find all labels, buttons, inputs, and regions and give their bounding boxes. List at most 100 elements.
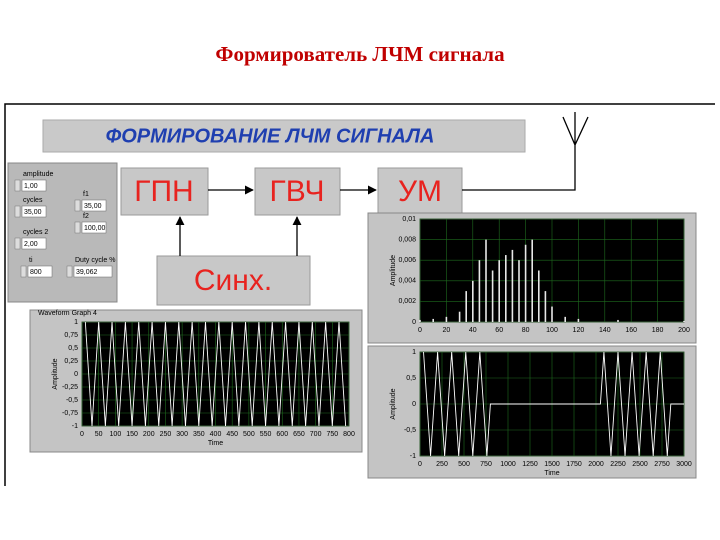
x-tick-label: 0 (418, 327, 422, 334)
control-label: f2 (83, 213, 89, 220)
x-tick-label: 2250 (610, 461, 626, 468)
x-tick-label: 250 (436, 461, 448, 468)
x-tick-label: 160 (625, 327, 637, 334)
spin-button[interactable] (14, 205, 21, 218)
block-label: Синх. (194, 264, 272, 297)
x-tick-label: 450 (226, 431, 238, 438)
x-tick-label: 200 (678, 327, 690, 334)
x-tick-label: 1750 (566, 461, 582, 468)
x-tick-label: 40 (469, 327, 477, 334)
control-label: f1 (83, 191, 89, 198)
x-axis-label: Time (544, 470, 559, 477)
numeric-value: 35,00 (24, 209, 42, 216)
slide-title: Формирователь ЛЧМ сигнала (215, 42, 505, 66)
y-tick-label: 0,01 (402, 216, 416, 223)
control-label: ti (29, 257, 33, 264)
spin-button[interactable] (14, 237, 21, 250)
numeric-box[interactable] (21, 179, 47, 192)
control-label: Duty cycle % (75, 257, 115, 264)
numeric-box[interactable] (21, 205, 47, 218)
banner: ФОРМИРОВАНИЕ ЛЧМ СИГНАЛА (106, 125, 435, 147)
y-tick-label: 0,002 (398, 298, 416, 305)
numeric-box[interactable] (81, 199, 107, 212)
block-box (156, 255, 311, 306)
x-tick-label: 750 (480, 461, 492, 468)
y-tick-label: -0,25 (62, 384, 78, 391)
numeric-box[interactable] (73, 265, 113, 278)
x-tick-label: 140 (599, 327, 611, 334)
x-tick-label: 2500 (632, 461, 648, 468)
control-label: cycles (23, 197, 43, 204)
x-tick-label: 350 (193, 431, 205, 438)
y-axis-label: Amplitude (390, 255, 397, 286)
block-label: ГВЧ (270, 175, 325, 208)
control-label: amplitude (23, 171, 53, 178)
y-tick-label: 0,5 (406, 375, 416, 382)
block-box (254, 167, 341, 216)
x-tick-label: 1000 (500, 461, 516, 468)
y-tick-label: -0,5 (66, 397, 78, 404)
numeric-value: 800 (30, 269, 42, 276)
x-tick-label: 80 (522, 327, 530, 334)
block-label: УМ (398, 175, 442, 208)
x-tick-label: 120 (573, 327, 585, 334)
spin-button[interactable] (20, 265, 27, 278)
x-tick-label: 0 (80, 431, 84, 438)
x-tick-label: 600 (276, 431, 288, 438)
y-tick-label: 1 (74, 319, 78, 326)
block-label: ГПН (134, 175, 193, 208)
y-tick-label: 0,5 (68, 345, 78, 352)
numeric-value: 35,00 (84, 203, 102, 210)
x-tick-label: 100 (546, 327, 558, 334)
controls: amplitude 1,00 cycles 35,00 cycles 2 2,00 ti 80… (14, 171, 115, 278)
y-tick-label: 0,008 (398, 236, 416, 243)
x-tick-label: 1500 (544, 461, 560, 468)
x-tick-label: 100 (110, 431, 122, 438)
spin-button[interactable] (14, 179, 21, 192)
spin-button[interactable] (74, 199, 81, 212)
x-tick-label: 250 (160, 431, 172, 438)
y-tick-label: 0 (74, 371, 78, 378)
numeric-value: 100,00 (84, 225, 106, 232)
x-tick-label: 550 (260, 431, 272, 438)
y-tick-label: -0,75 (62, 410, 78, 417)
y-tick-label: 0,004 (398, 278, 416, 285)
numeric-box[interactable] (21, 237, 47, 250)
x-tick-label: 60 (495, 327, 503, 334)
x-tick-label: 20 (443, 327, 451, 334)
x-tick-label: 400 (210, 431, 222, 438)
y-tick-label: 0 (412, 319, 416, 326)
waveform (423, 351, 684, 457)
block-box (120, 167, 209, 216)
x-tick-label: 800 (343, 431, 355, 438)
x-tick-label: 500 (458, 461, 470, 468)
y-tick-label: 0,006 (398, 257, 416, 264)
frame (4, 103, 715, 486)
y-axis-label: Amplitude (390, 388, 397, 419)
graph-title: Waveform Graph 4 (38, 310, 97, 317)
x-tick-label: 2000 (588, 461, 604, 468)
x-tick-label: 0 (418, 461, 422, 468)
numeric-box[interactable] (81, 221, 107, 234)
x-axis-label: Time (208, 440, 223, 447)
x-tick-label: 700 (310, 431, 322, 438)
charts: Waveform Graph 4 1 0,75 0,5 0,25 0 -0,25 -0,5 -0… (29, 212, 697, 479)
x-tick-label: 650 (293, 431, 305, 438)
y-tick-label: -0,5 (404, 427, 416, 434)
control-label: cycles 2 (23, 229, 48, 236)
y-tick-label: -1 (410, 453, 416, 460)
x-tick-label: 180 (652, 327, 664, 334)
y-axis-label: Amplitude (52, 358, 59, 389)
numeric-value: 39,062 (76, 269, 98, 276)
x-tick-label: 150 (126, 431, 138, 438)
x-tick-label: 200 (143, 431, 155, 438)
spin-button[interactable] (66, 265, 73, 278)
antenna (462, 112, 589, 191)
x-tick-label: 2750 (654, 461, 670, 468)
x-tick-label: 750 (326, 431, 338, 438)
spin-button[interactable] (74, 221, 81, 234)
y-tick-label: 0,25 (64, 358, 78, 365)
numeric-box[interactable] (27, 265, 53, 278)
y-tick-label: -1 (72, 423, 78, 430)
